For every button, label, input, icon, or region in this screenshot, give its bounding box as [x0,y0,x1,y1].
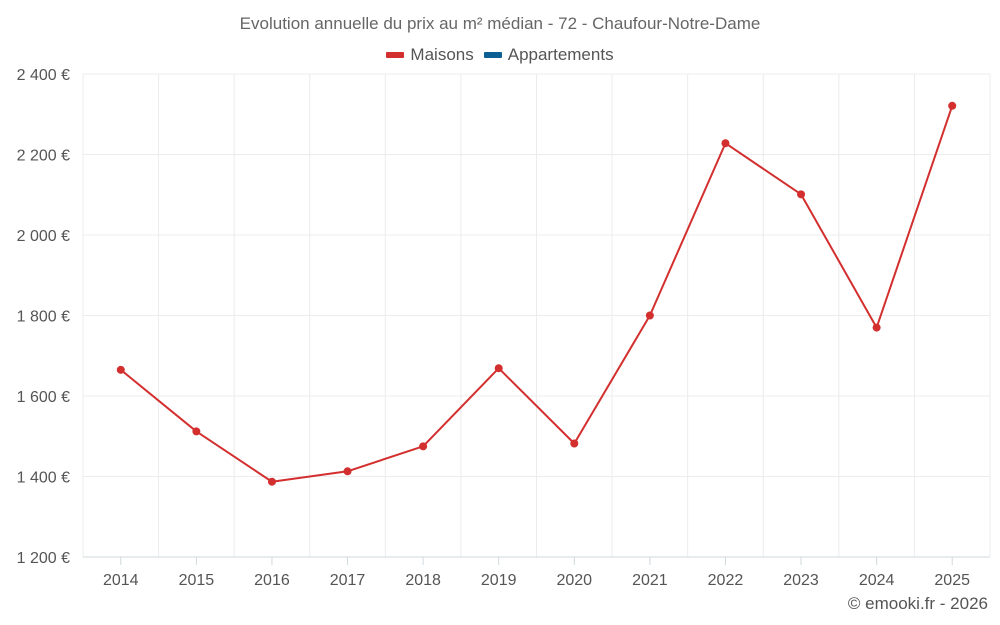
chart-legend: Maisons Appartements [0,45,1000,65]
data-point [721,139,730,148]
legend-item-appartements[interactable]: Appartements [483,45,614,65]
data-point [948,101,957,110]
x-tick-label: 2022 [708,572,744,589]
x-tick-label: 2016 [254,572,290,589]
legend-label-appartements: Appartements [507,45,614,64]
series-line-maisons [120,105,954,483]
legend-swatch-maisons [386,52,405,58]
legend-label-maisons: Maisons [410,45,474,64]
y-tick-label: 1 400 € [17,470,70,487]
chart-title: Evolution annuelle du prix au m² médian … [239,14,761,33]
x-tick-label: 2024 [859,572,895,589]
data-point [267,477,276,486]
x-tick-label: 2025 [934,572,970,589]
y-tick-label: 2 400 € [17,67,70,84]
x-tick-label: 2021 [632,572,668,589]
data-point [570,439,579,448]
x-tick-label: 2014 [103,572,139,589]
x-tick-label: 2018 [405,572,441,589]
x-tick-label: 2019 [481,572,517,589]
y-tick-label: 1 600 € [17,389,70,406]
x-tick-label: 2023 [783,572,819,589]
data-point [419,442,428,451]
data-point [797,190,806,199]
data-point [192,427,201,436]
y-tick-label: 1 200 € [17,550,70,567]
data-point [343,467,352,476]
x-tick-label: 2017 [330,572,366,589]
credit-text: © emooki.fr - 2026 [847,594,988,613]
data-point [116,365,125,374]
y-tick-label: 1 800 € [17,309,70,326]
y-tick-label: 2 200 € [17,148,70,165]
legend-item-maisons[interactable]: Maisons [386,45,474,65]
y-tick-label: 2 000 € [17,228,70,245]
x-tick-label: 2015 [179,572,215,589]
data-point [494,364,503,373]
legend-swatch-appartements [483,52,502,58]
data-point [872,323,881,332]
x-tick-label: 2020 [556,572,592,589]
data-point [645,311,654,320]
